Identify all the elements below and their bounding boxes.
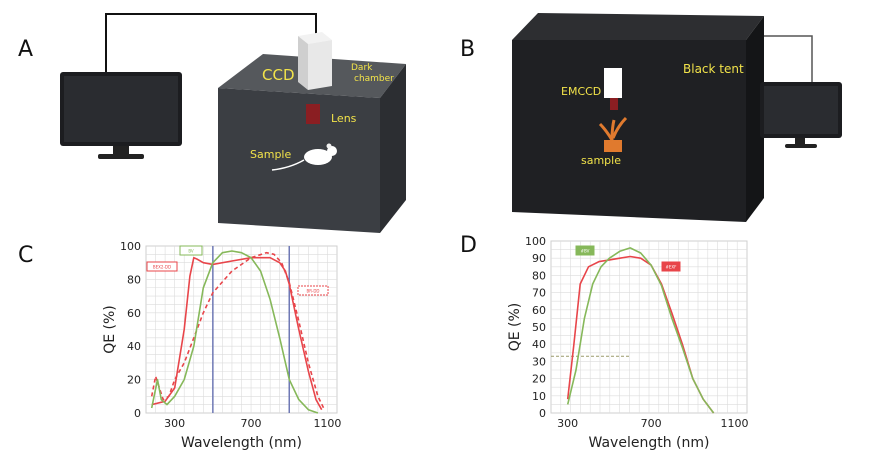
x-axis-title: Wavelength (nm) [589,435,710,451]
panel-letter-c: C [18,243,33,268]
y-tick-label: 10 [532,390,546,403]
panel-d: D 300 700 1100 0 10 20 30 40 50 60 70 80 90 100 Wavele… [460,233,748,451]
y-axis-title: QE (%) [507,303,523,352]
series-tag [661,261,681,272]
series-line [150,250,319,414]
ccd-camera-icon [298,32,332,90]
series-tag-label: BV [188,249,194,254]
cable [105,13,317,76]
lens-label: Lens [331,112,357,125]
y-tick-label: 100 [120,240,141,253]
monitor-icon [760,82,842,148]
x-tick-label: 700 [641,417,662,430]
y-tick-label: 40 [532,338,546,351]
x-tick-label: 300 [557,417,578,430]
qe-chart-d: 300 700 1100 0 10 20 30 40 50 60 70 80 90 100 Waveleng… [507,235,748,451]
black-tent [512,13,764,222]
series-line [151,256,323,411]
sample-label: sample [581,154,621,167]
panel-letter-d: D [460,233,477,258]
y-tick-label: 30 [532,355,546,368]
y-tick-label: 20 [127,374,141,387]
x-tick-label: 700 [241,417,262,430]
lens-icon [306,104,320,124]
ccd-label: CCD [262,66,295,84]
series-tag-label: BR-DD [307,289,320,294]
series-tag [179,245,203,256]
dark-chamber-label-line2: chamber [354,74,394,84]
mouse-icon [271,143,337,171]
dark-chamber [218,54,406,233]
y-axis-title: QE (%) [102,305,118,354]
panel-letter-a: A [18,37,33,62]
panel-b: B EMCCD Black tent sa [460,13,842,222]
series-tag [575,245,595,256]
emccd-label: EMCCD [561,85,601,98]
black-tent-label: Black tent [683,62,744,76]
y-tick-label: 0 [539,407,546,420]
series-tag-label: #BV [581,249,590,254]
series-tag-label: #EXF [666,265,678,270]
series-line [566,247,715,414]
x-axis-title: Wavelength (nm) [181,435,302,451]
y-tick-label: 40 [127,340,141,353]
emccd-camera-icon [604,68,622,110]
y-tick-label: 80 [532,269,546,282]
y-tick-label: 70 [532,287,546,300]
sample-label: Sample [250,148,291,161]
y-tick-label: 50 [532,321,546,334]
y-tick-label: 20 [532,373,546,386]
y-tick-label: 0 [134,407,141,420]
x-tick-label: 1100 [720,417,748,430]
x-tick-label: 1100 [313,417,341,430]
qe-chart-c: 300 700 1100 0 20 40 60 80 100 Wavelength (nm) QE … [102,240,341,451]
panel-letter-b: B [460,37,475,62]
series-tag [146,261,178,272]
panel-c: C 300 700 1100 0 20 40 60 80 100 Wavelength (nm) Q… [18,240,341,451]
y-tick-label: 60 [532,304,546,317]
dark-chamber-label-line1: Dark [351,63,373,73]
series-tag [297,285,329,296]
y-tick-label: 90 [532,252,546,265]
series-tag-label: BEX2-DD [153,265,171,270]
plant-icon [598,116,628,152]
x-tick-label: 300 [164,417,185,430]
panel-a: A CCD D [18,13,406,233]
cable [750,35,813,82]
y-tick-label: 60 [127,307,141,320]
y-tick-label: 100 [525,235,546,248]
y-tick-label: 80 [127,273,141,286]
series-line [150,251,325,409]
monitor-icon [60,72,182,159]
